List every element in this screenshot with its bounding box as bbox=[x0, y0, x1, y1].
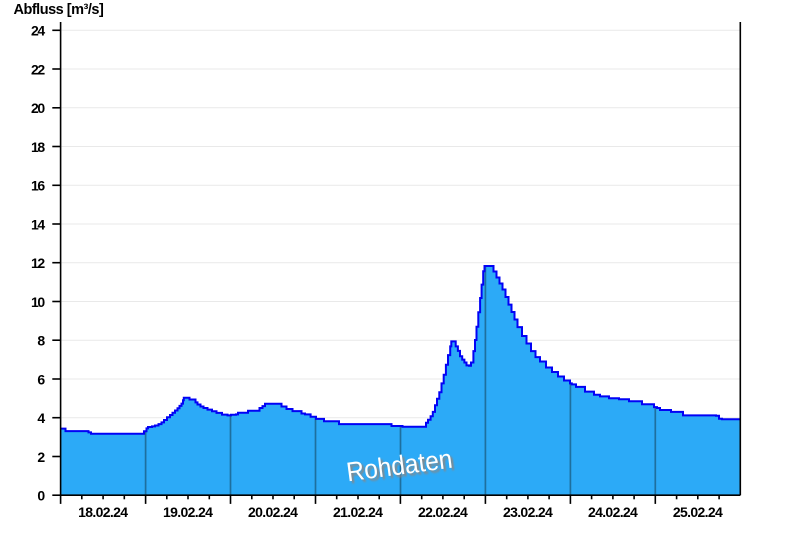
svg-text:19.02.24: 19.02.24 bbox=[163, 504, 213, 520]
svg-text:18.02.24: 18.02.24 bbox=[78, 504, 128, 520]
svg-text:20: 20 bbox=[31, 100, 45, 116]
svg-text:2: 2 bbox=[37, 449, 45, 465]
svg-text:4: 4 bbox=[37, 410, 45, 426]
svg-text:6: 6 bbox=[37, 371, 45, 387]
svg-text:8: 8 bbox=[37, 333, 45, 349]
svg-text:10: 10 bbox=[31, 294, 45, 310]
svg-text:14: 14 bbox=[31, 216, 45, 232]
svg-text:20.02.24: 20.02.24 bbox=[248, 504, 298, 520]
svg-text:25.02.24: 25.02.24 bbox=[673, 504, 723, 520]
svg-text:24.02.24: 24.02.24 bbox=[588, 504, 638, 520]
svg-text:22: 22 bbox=[31, 61, 45, 77]
svg-text:12: 12 bbox=[31, 255, 45, 271]
svg-text:24: 24 bbox=[31, 23, 45, 39]
svg-text:Abfluss [m³/s]: Abfluss [m³/s] bbox=[14, 2, 104, 18]
svg-text:0: 0 bbox=[37, 488, 45, 504]
svg-text:23.02.24: 23.02.24 bbox=[503, 504, 553, 520]
svg-text:22.02.24: 22.02.24 bbox=[418, 504, 468, 520]
svg-text:16: 16 bbox=[31, 178, 45, 194]
svg-text:21.02.24: 21.02.24 bbox=[333, 504, 383, 520]
svg-text:18: 18 bbox=[31, 139, 45, 155]
